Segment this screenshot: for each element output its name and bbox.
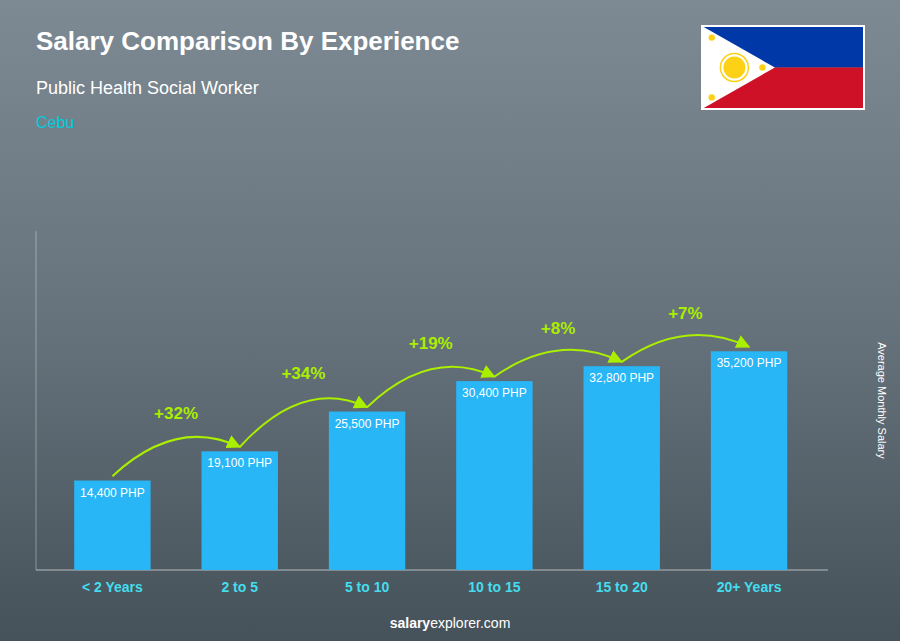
subtitle: Public Health Social Worker [36,78,259,98]
flag-border [702,26,864,109]
data-label: 14,400 PHP [80,486,145,500]
data-label: 35,200 PHP [717,356,782,370]
bars [74,351,787,570]
flag-triangle [702,26,775,109]
x-tick-label: < 2 Years [82,579,143,595]
data-label: 25,500 PHP [335,417,400,431]
change-label: +32% [154,404,198,423]
change-label: +8% [541,319,576,338]
location: Cebu [36,114,74,131]
footer-bold: salary [390,615,431,631]
change-arrow [494,350,621,377]
y-axis-line [36,231,37,570]
change-arrow [240,398,367,447]
y-axis-label: Average Monthly Salary [876,342,888,459]
change-arrow [622,335,749,362]
bar [329,412,405,570]
change-label: +34% [281,364,325,383]
bar [456,381,532,570]
flag-sun-ring [720,54,748,82]
flag-star [709,34,715,40]
x-axis-line [36,570,828,571]
background [0,0,900,641]
change-label: +7% [668,304,703,323]
footer: salaryexplorer.com [390,615,511,631]
data-label: 19,100 PHP [207,456,272,470]
flag-sun [723,57,745,79]
bar [584,366,660,570]
x-tick-label: 10 to 15 [468,579,520,595]
footer-normal: explorer.com [430,615,510,631]
flag-star [759,64,765,70]
flag-star [709,94,715,100]
data-label: 30,400 PHP [462,386,527,400]
x-tick-label: 5 to 10 [345,579,390,595]
change-arrow [112,437,239,476]
x-tick-label: 15 to 20 [596,579,648,595]
change-label: +19% [409,334,453,353]
change-arrow [367,367,494,407]
flag [702,26,864,109]
x-tick-label: 20+ Years [717,579,782,595]
title: Salary Comparison By Experience [36,26,459,56]
chart-container: Salary Comparison By Experience Public He… [0,0,900,641]
chart-svg: Salary Comparison By Experience Public He… [0,0,900,641]
bar [74,481,150,570]
x-tick-label: 2 to 5 [221,579,258,595]
bar [711,351,787,570]
data-label: 32,800 PHP [589,371,654,385]
bar [202,451,278,570]
